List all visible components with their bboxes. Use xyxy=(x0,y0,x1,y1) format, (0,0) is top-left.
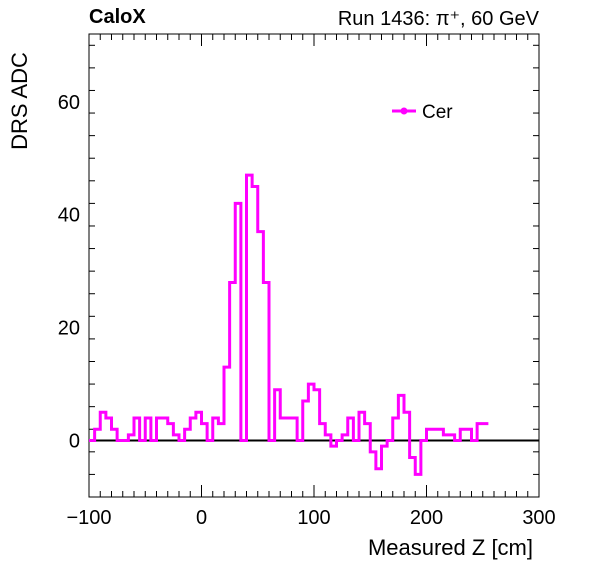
legend: Cer xyxy=(392,102,453,123)
x-tick-label: 300 xyxy=(522,507,555,529)
legend-label: Cer xyxy=(422,102,453,123)
x-tick-label: 200 xyxy=(410,507,443,529)
run-info-label: Run 1436: π⁺, 60 GeV xyxy=(337,8,539,30)
x-axis-title: Measured Z [cm] xyxy=(367,535,533,560)
legend-marker xyxy=(400,107,408,115)
series-cer-line xyxy=(89,173,489,476)
x-tick-label: −100 xyxy=(66,507,111,529)
axis-ticks xyxy=(88,34,540,498)
tick-labels: −100 0 100 200 300 0 20 40 60 xyxy=(58,92,556,529)
experiment-label: CaloX xyxy=(89,6,146,28)
x-tick-label: 0 xyxy=(196,507,207,529)
y-tick-label: 40 xyxy=(58,205,80,227)
y-axis-title: DRS ADC xyxy=(7,52,32,150)
y-tick-label: 20 xyxy=(58,318,80,340)
y-tick-label: 0 xyxy=(69,431,80,453)
y-tick-label: 60 xyxy=(58,92,80,114)
x-tick-label: 100 xyxy=(297,507,330,529)
series-cer xyxy=(89,173,489,476)
